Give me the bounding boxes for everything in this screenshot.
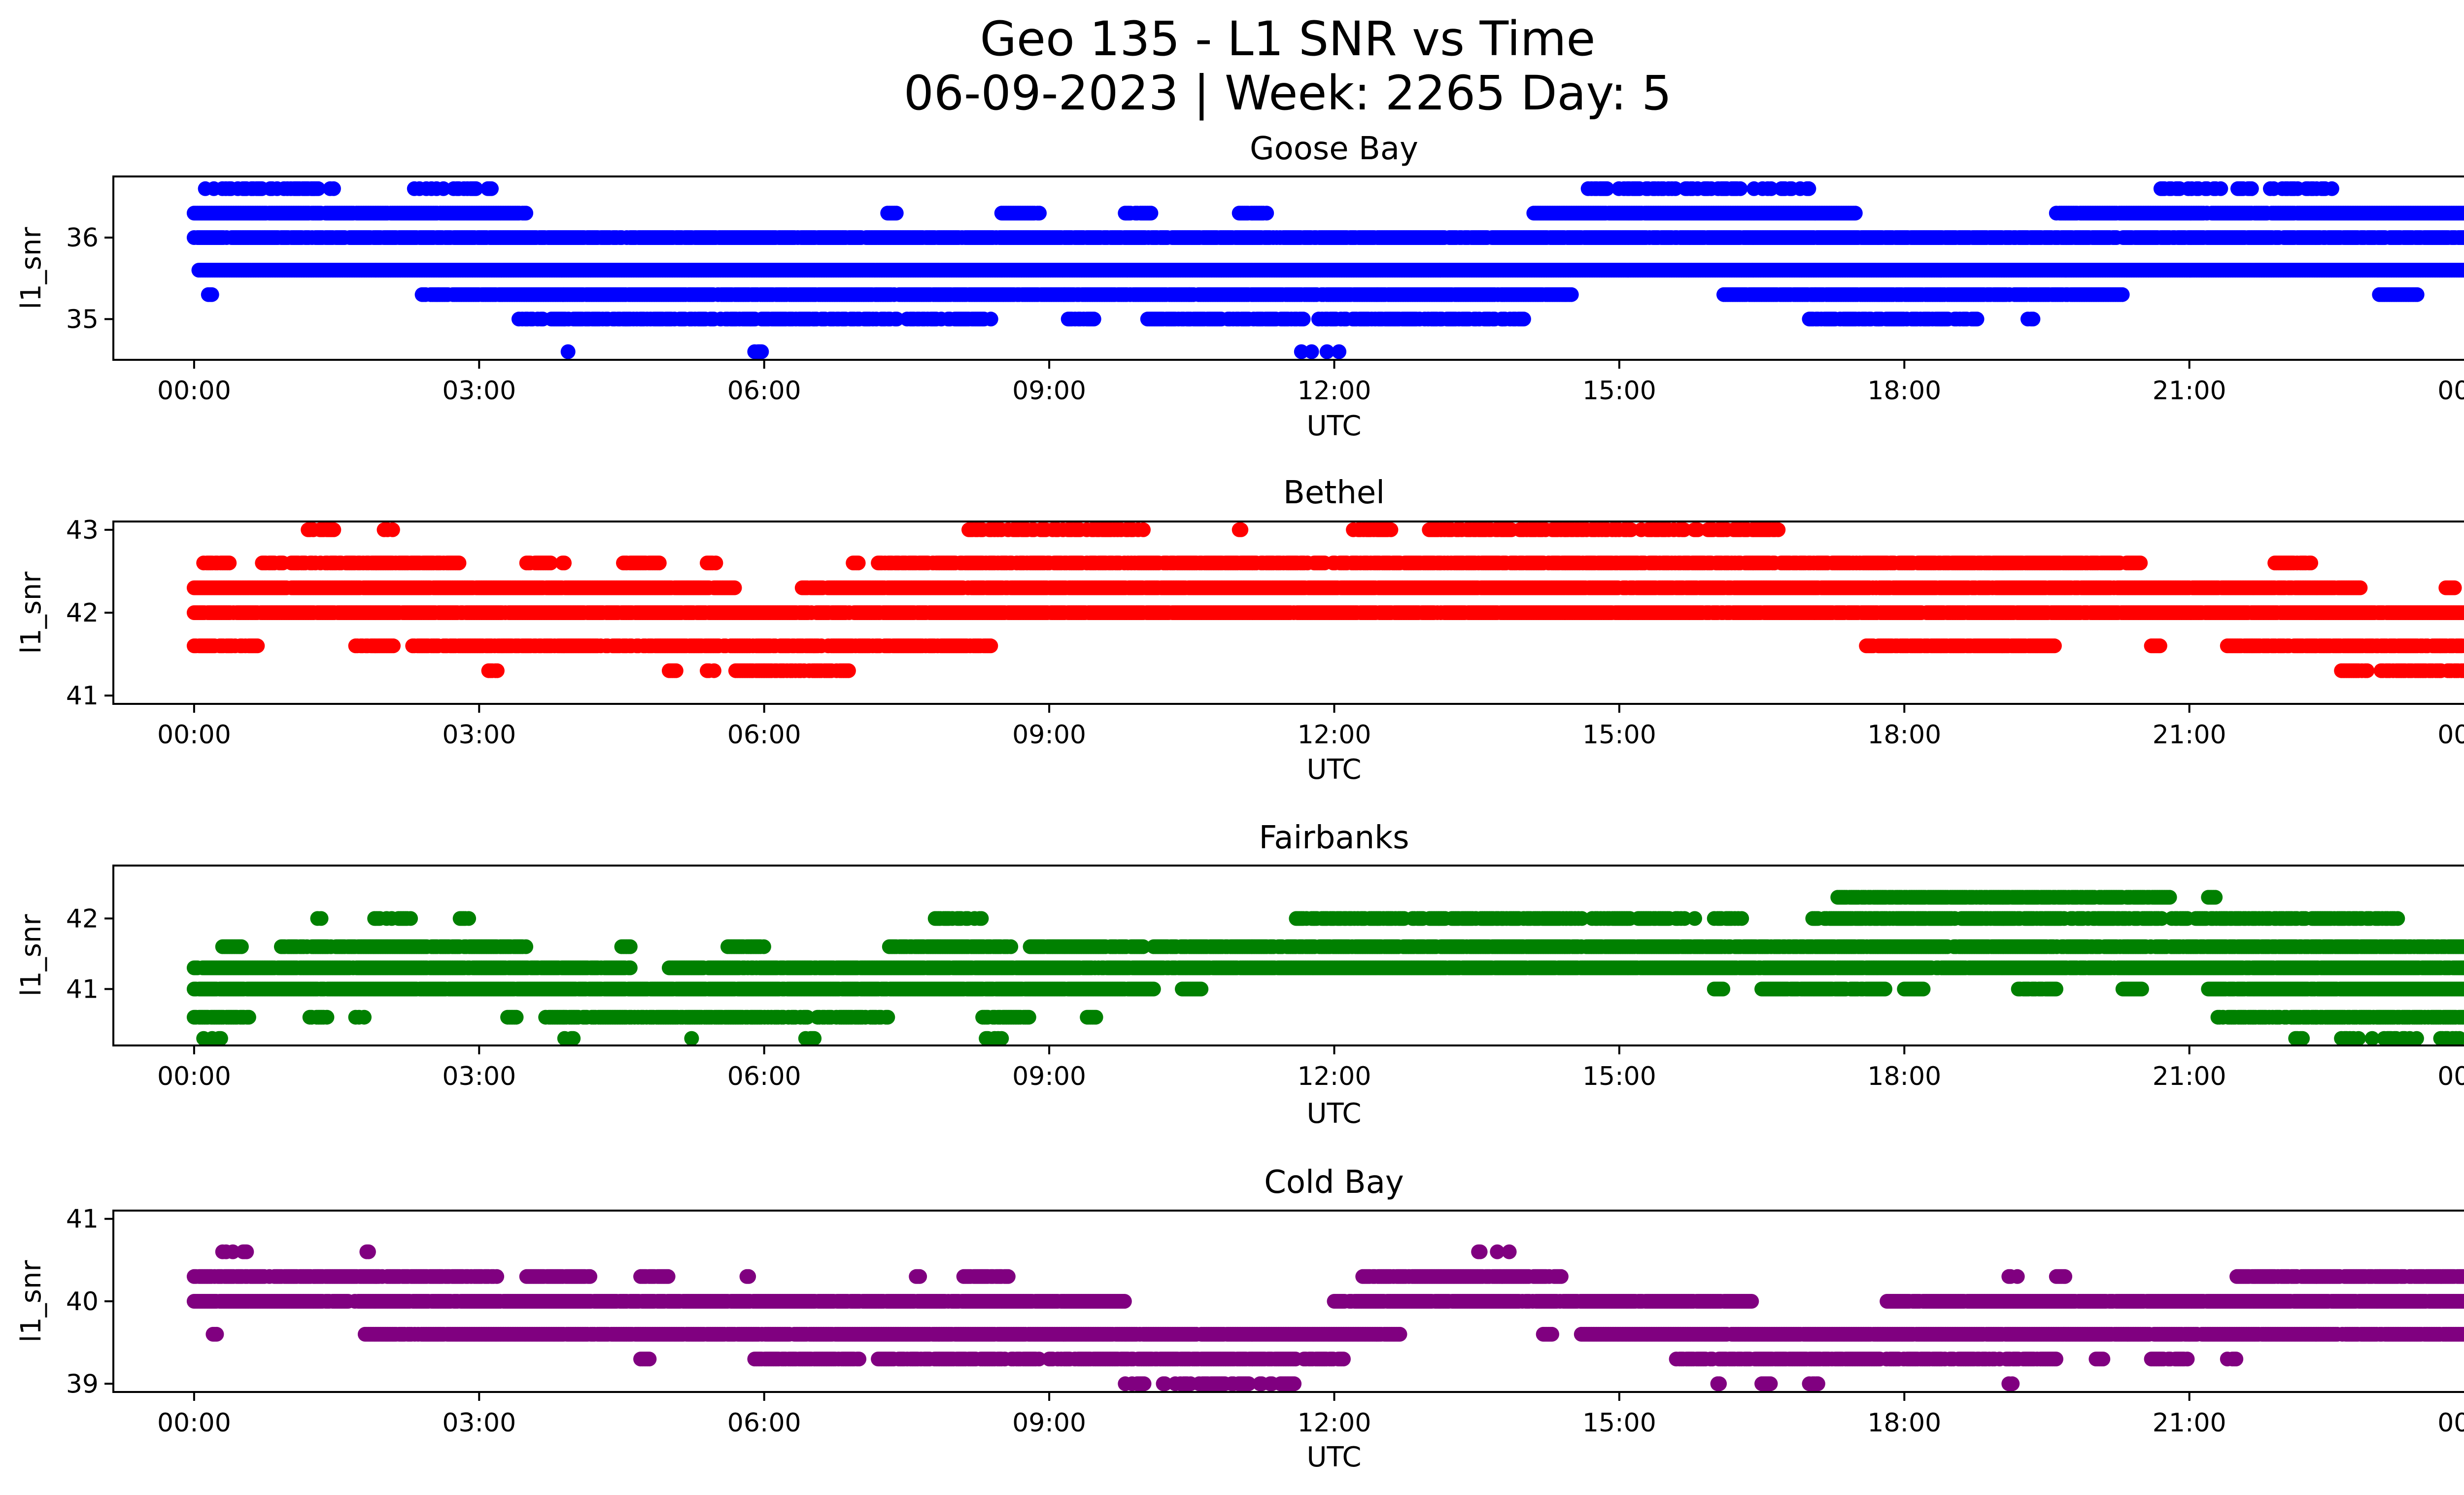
- point-bethel: [1771, 522, 1786, 537]
- point-goose-bay: [1969, 312, 1985, 327]
- panel-goose-bay: Goose Bay 00:00 03:00 06:00 09:00 12:00 15:00…: [15, 131, 2464, 442]
- point-bethel: [385, 522, 400, 537]
- x-tick-label: 06:00: [727, 376, 801, 406]
- point-goose-bay: [2324, 181, 2339, 196]
- point-bethel: [451, 556, 467, 571]
- point-goose-bay: [889, 206, 904, 221]
- y-tick-label: 35: [66, 305, 99, 334]
- point-goose-bay: [2115, 287, 2130, 302]
- points-bethel: [186, 522, 2464, 678]
- point-goose-bay: [310, 181, 326, 196]
- point-goose-bay: [2025, 312, 2041, 327]
- x-tick-label: 03:00: [442, 376, 516, 406]
- x-tick-label: 00:00: [2437, 376, 2464, 406]
- point-bethel: [1233, 522, 1249, 537]
- x-tick-label: 00:00: [157, 376, 231, 406]
- figure-title-line2: 06-09-2023 | Week: 2265 Day: 5: [904, 66, 1672, 121]
- y-tick-label: 36: [66, 223, 99, 253]
- point-goose-bay: [1733, 181, 1748, 196]
- x-tick-label: 21:00: [2153, 376, 2226, 406]
- point-goose-bay: [560, 344, 576, 359]
- point-goose-bay: [1764, 181, 1779, 196]
- point-goose-bay: [468, 181, 483, 196]
- point-goose-bay: [1086, 312, 1101, 327]
- point-goose-bay: [326, 181, 341, 196]
- point-goose-bay: [1801, 181, 1816, 196]
- point-goose-bay: [1332, 344, 1347, 359]
- xlabel-goose-bay: UTC: [1306, 410, 1361, 442]
- point-bethel: [222, 556, 237, 571]
- x-tick-label: 18:00: [1867, 376, 1941, 406]
- point-goose-bay: [1143, 206, 1159, 221]
- point-goose-bay: [1304, 344, 1319, 359]
- point-goose-bay: [484, 181, 499, 196]
- point-goose-bay: [1296, 312, 1311, 327]
- point-goose-bay: [1848, 206, 1863, 221]
- point-goose-bay: [436, 181, 451, 196]
- point-goose-bay: [1516, 312, 1531, 327]
- point-bethel: [1383, 522, 1399, 537]
- point-goose-bay: [1564, 287, 1579, 302]
- x-tick-label: 12:00: [1298, 376, 1371, 406]
- point-goose-bay: [754, 344, 769, 359]
- point-goose-bay: [983, 312, 998, 327]
- point-goose-bay: [1032, 206, 1047, 221]
- point-goose-bay: [2409, 287, 2425, 302]
- point-goose-bay: [1668, 181, 1683, 196]
- point-bethel: [1136, 522, 1151, 537]
- panel-title-bethel: Bethel: [1283, 475, 1385, 511]
- point-goose-bay: [1599, 181, 1614, 196]
- x-tick-label: 09:00: [1012, 376, 1086, 406]
- x-tick-label: 15:00: [1582, 376, 1656, 406]
- panel-title-goose-bay: Goose Bay: [1250, 131, 1418, 167]
- figure-title-line1: Geo 135 - L1 SNR vs Time: [980, 11, 1596, 67]
- point-goose-bay: [518, 206, 534, 221]
- point-goose-bay: [2244, 181, 2259, 196]
- point-goose-bay: [2213, 181, 2228, 196]
- point-goose-bay: [1259, 206, 1274, 221]
- points-goose-bay: [186, 181, 2464, 359]
- ylabel-goose-bay: l1_snr: [15, 227, 47, 310]
- point-bethel: [326, 522, 342, 537]
- point-goose-bay: [204, 287, 219, 302]
- panel-bethel: Bethel 00:00 03:00 06:00 09:00 12:00 15:00 18:…: [15, 475, 2464, 786]
